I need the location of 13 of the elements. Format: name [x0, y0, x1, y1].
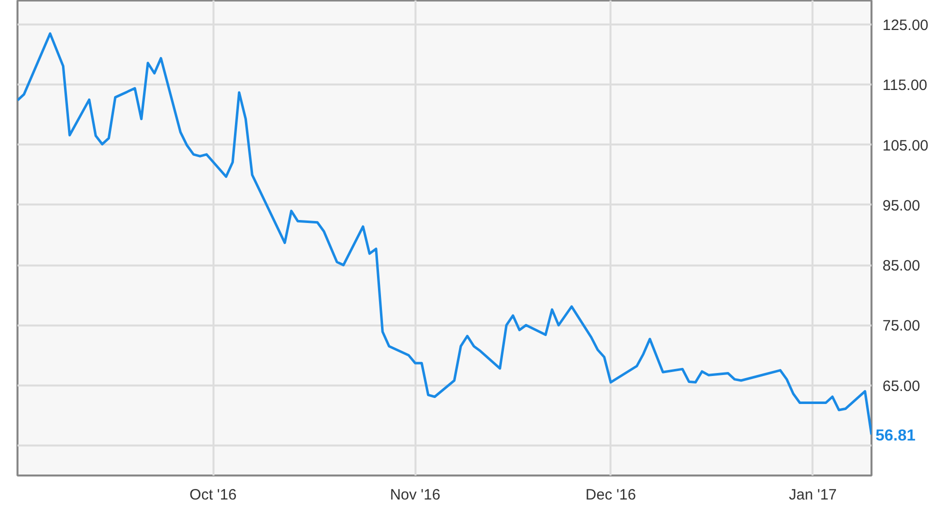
x-tick-label: Oct '16: [190, 486, 237, 504]
line-series: [18, 32, 872, 436]
annotation: 56.81: [876, 428, 916, 445]
y-tick-label: 125.00: [882, 17, 928, 34]
y-tick-label: 105.00: [882, 137, 928, 154]
y-tick-label: 65.00: [882, 378, 920, 395]
y-tick-label: 115.00: [882, 77, 928, 94]
y-tick-label: 95.00: [882, 197, 920, 214]
x-tick-label: Jan '17: [788, 486, 837, 504]
y-tick-label: 75.00: [882, 318, 920, 335]
x-tick-label: Dec '16: [586, 486, 636, 504]
x-tick-label: Nov '16: [390, 486, 440, 504]
y-tick-label: 85.00: [882, 258, 920, 275]
